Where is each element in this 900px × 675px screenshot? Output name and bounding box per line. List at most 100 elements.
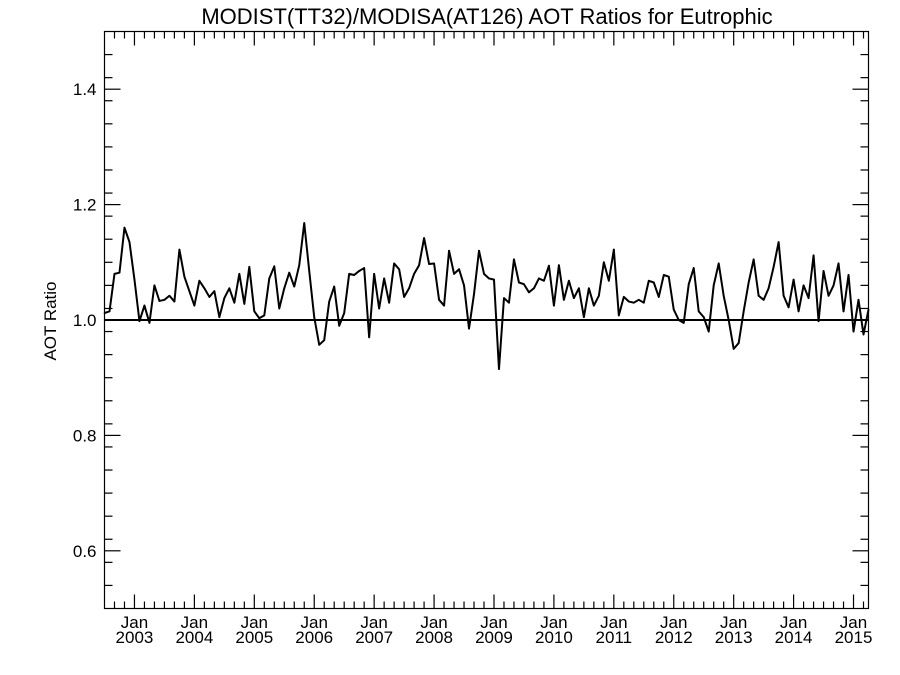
- data-point: [657, 296, 660, 298]
- data-point: [652, 281, 655, 284]
- data-point: [593, 304, 595, 307]
- data-point: [842, 310, 845, 313]
- data-point: [313, 316, 316, 318]
- data-point: [113, 273, 116, 275]
- data-point: [243, 303, 246, 305]
- data-point: [722, 294, 725, 297]
- data-point: [518, 281, 520, 284]
- data-point: [513, 258, 515, 261]
- data-point: [163, 299, 166, 301]
- data-point: [832, 284, 835, 287]
- data-point: [633, 301, 635, 304]
- data-point: [178, 248, 181, 251]
- data-point: [667, 275, 670, 278]
- x-tick-label-year: 2007: [355, 628, 393, 647]
- data-point: [413, 273, 415, 275]
- data-point: [817, 320, 820, 322]
- data-point: [508, 301, 510, 304]
- data-point: [473, 293, 475, 295]
- data-point: [503, 297, 505, 299]
- data-point: [123, 226, 126, 229]
- data-point: [598, 294, 600, 297]
- y-tick-label: 1.2: [73, 196, 97, 215]
- data-point: [642, 301, 645, 304]
- y-axis-label: AOT Ratio: [41, 281, 60, 360]
- data-point: [393, 262, 395, 265]
- x-tick-label-month: Jan: [720, 613, 747, 632]
- data-point: [662, 274, 665, 276]
- x-tick-label-year: 2003: [116, 628, 154, 647]
- data-point: [707, 330, 710, 333]
- data-point: [328, 300, 331, 303]
- data-point: [613, 248, 615, 251]
- data-point: [183, 275, 186, 278]
- data-point: [528, 291, 530, 294]
- data-point: [358, 270, 360, 272]
- tick-labels: 0.60.81.01.21.4Jan2003Jan2004Jan2005Jan2…: [73, 80, 873, 647]
- data-point: [578, 287, 580, 290]
- x-tick-label-month: Jan: [241, 613, 268, 632]
- data-point: [807, 297, 810, 299]
- data-point: [523, 283, 525, 286]
- data-point: [233, 301, 236, 304]
- data-point: [488, 277, 490, 280]
- data-point: [672, 308, 675, 311]
- data-point: [103, 312, 106, 314]
- chart-title: MODIST(TT32)/MODISA(AT126) AOT Ratios fo…: [201, 4, 772, 29]
- data-point: [792, 278, 795, 281]
- data-point: [343, 312, 345, 314]
- data-point: [563, 299, 565, 301]
- data-point: [458, 268, 460, 271]
- data-point: [108, 310, 111, 313]
- data-point: [248, 266, 251, 268]
- data-point: [573, 297, 575, 299]
- data-point: [263, 314, 266, 317]
- data-point: [558, 264, 560, 266]
- data-point: [742, 310, 745, 313]
- data-point: [193, 304, 196, 307]
- data-point: [353, 274, 355, 276]
- data-point: [418, 264, 420, 266]
- data-point: [757, 294, 760, 297]
- data-point: [153, 284, 156, 287]
- data-point: [228, 287, 231, 290]
- data-point: [692, 267, 695, 269]
- data-point: [448, 249, 450, 252]
- data-point: [533, 287, 535, 290]
- data-point: [208, 296, 211, 298]
- x-tick-label-year: 2005: [235, 628, 273, 647]
- x-tick-label-month: Jan: [660, 613, 687, 632]
- data-point: [238, 273, 241, 275]
- data-point: [583, 316, 585, 318]
- data-point: [293, 285, 296, 288]
- data-point: [777, 241, 780, 243]
- data-point: [298, 264, 301, 266]
- data-point: [338, 324, 340, 327]
- y-tick-label: 0.8: [73, 426, 97, 445]
- x-tick-label-year: 2011: [596, 628, 633, 647]
- data-point: [118, 271, 121, 274]
- data-point: [553, 304, 555, 307]
- data-points: [103, 222, 870, 370]
- data-point: [463, 284, 465, 287]
- data-point: [318, 344, 321, 346]
- data-point: [623, 296, 625, 298]
- x-tick-label-year: 2009: [475, 628, 513, 647]
- x-tick-label-month: Jan: [780, 613, 807, 632]
- data-point: [198, 279, 201, 282]
- data-point: [802, 284, 805, 287]
- x-tick-label-year: 2006: [295, 628, 333, 647]
- data-point: [188, 290, 191, 292]
- data-point: [398, 268, 400, 271]
- x-tick-label-month: Jan: [600, 613, 627, 632]
- data-point: [143, 304, 146, 307]
- x-tick-label-year: 2010: [535, 628, 573, 647]
- data-point: [603, 261, 605, 264]
- data-point: [857, 299, 860, 301]
- data-point: [433, 262, 435, 265]
- x-tick-label-month: Jan: [301, 613, 328, 632]
- data-point: [767, 287, 770, 290]
- data-point: [762, 299, 765, 301]
- x-tick-label-month: Jan: [121, 613, 148, 632]
- data-point: [173, 300, 176, 303]
